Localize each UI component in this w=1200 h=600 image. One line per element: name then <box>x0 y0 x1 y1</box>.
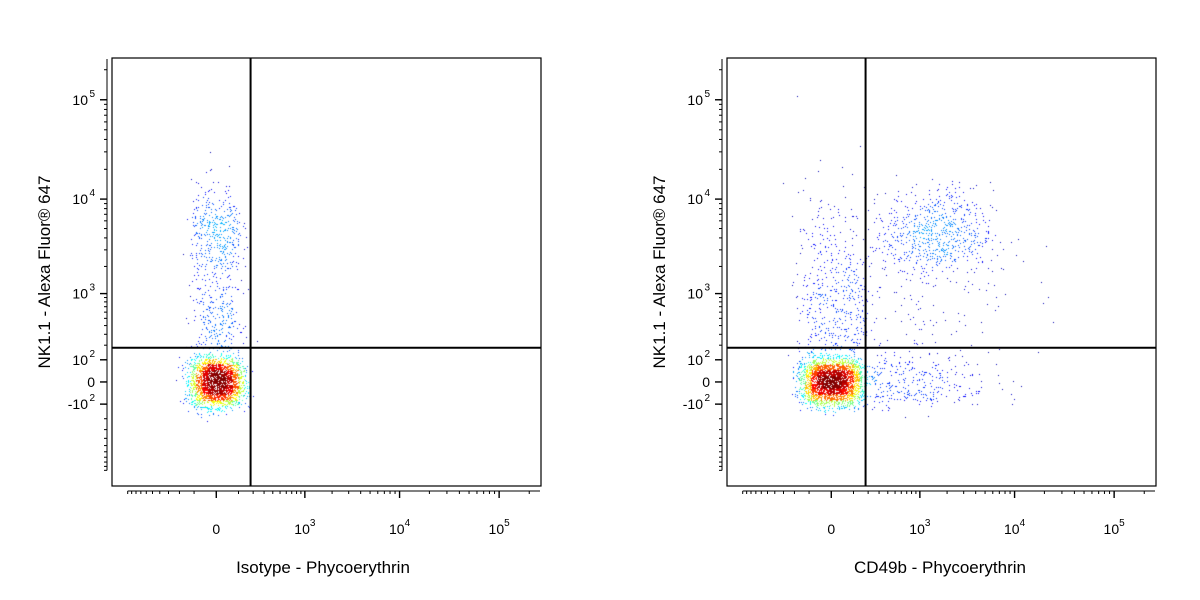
quadrant-gates-isotype <box>112 58 541 486</box>
y-tick-label: -10 <box>683 396 703 412</box>
y-tick-label: 0 <box>702 374 710 390</box>
y-tick-exponent: 5 <box>89 89 95 100</box>
x-tick-exponent: 3 <box>925 518 931 529</box>
y-tick-label: 10 <box>72 352 88 368</box>
x-tick-label: 105 <box>1104 518 1126 537</box>
x-tick-exponent: 4 <box>405 518 411 529</box>
x-axis-title-isotype: Isotype - Phycoerythrin <box>236 558 410 577</box>
plot-frame-isotype <box>111 57 542 487</box>
x-tick-exponent: 5 <box>1119 518 1125 529</box>
y-axis-title-cd49b: NK1.1 - Alexa Fluor® 647 <box>650 175 669 368</box>
density-dots-isotype <box>112 58 541 486</box>
x-tick-label: 0 <box>827 521 835 537</box>
y-tick-label: 10 <box>72 191 88 207</box>
x-tick-label: 104 <box>1004 518 1026 537</box>
y-tick-label: -10 <box>68 396 88 412</box>
y-tick-label: 10 <box>687 352 703 368</box>
y-tick-exponent: 2 <box>704 349 710 360</box>
y-tick-label: 10 <box>687 191 703 207</box>
x-axis-ticks-cd49b: 0 103 104 105 <box>742 490 1155 537</box>
density-dots-cd49b <box>727 58 1156 486</box>
y-tick-exponent: 3 <box>89 283 95 294</box>
y-tick-exponent: 4 <box>89 188 95 199</box>
x-axis-title-cd49b: CD49b - Phycoerythrin <box>854 558 1026 577</box>
y-tick-exponent: 2 <box>89 349 95 360</box>
x-tick-label: 103 <box>909 518 931 537</box>
y-tick-label: 0 <box>87 374 95 390</box>
y-tick-exponent: 2 <box>704 393 710 404</box>
y-tick-label: 10 <box>72 286 88 302</box>
x-tick-exponent: 4 <box>1020 518 1026 529</box>
plot-frame-cd49b <box>726 57 1157 487</box>
y-tick-label: 10 <box>72 92 88 108</box>
x-tick-label: 104 <box>389 518 411 537</box>
quadrant-gates-cd49b <box>727 58 1156 486</box>
x-tick-exponent: 3 <box>310 518 316 529</box>
y-tick-exponent: 3 <box>704 283 710 294</box>
x-tick-label: 0 <box>212 521 220 537</box>
y-tick-label: 10 <box>687 92 703 108</box>
x-tick-exponent: 5 <box>504 518 510 529</box>
y-axis-title-isotype: NK1.1 - Alexa Fluor® 647 <box>35 175 54 368</box>
x-tick-label: 105 <box>489 518 511 537</box>
y-tick-label: 10 <box>687 286 703 302</box>
y-tick-exponent: 2 <box>89 393 95 404</box>
y-tick-exponent: 4 <box>704 188 710 199</box>
x-tick-label: 103 <box>294 518 316 537</box>
x-axis-ticks-isotype: 0 103 104 105 <box>127 490 540 537</box>
y-tick-exponent: 5 <box>704 89 710 100</box>
